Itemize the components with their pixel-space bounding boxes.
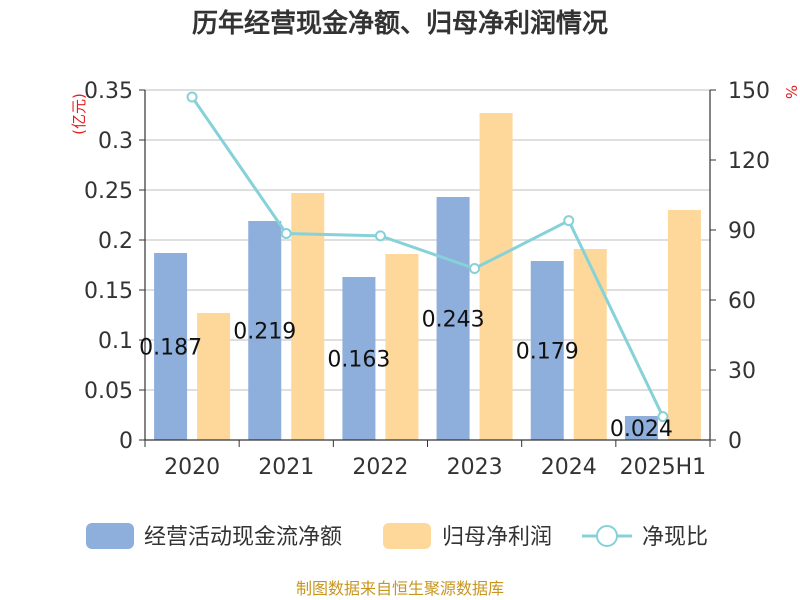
ratio-point <box>374 230 386 242</box>
legend-marker-ratio <box>596 525 618 547</box>
left-tick-label: 0.35 <box>84 79 133 104</box>
bar-net-profit <box>197 313 231 440</box>
ratio-line <box>186 91 669 423</box>
right-tick-label: 60 <box>728 289 756 314</box>
right-tick-label: 150 <box>728 79 770 104</box>
x-tick-label: 2022 <box>352 455 408 480</box>
bar-net-profit <box>573 249 607 440</box>
right-axis-unit: % <box>782 85 800 99</box>
bar-operating-cash-flow <box>154 253 188 440</box>
bar-value-label: 0.219 <box>233 320 296 345</box>
bar-operating-cash-flow <box>436 197 470 440</box>
gridlines <box>145 89 710 391</box>
x-tick-label: 2024 <box>541 455 597 480</box>
legend: 经营活动现金流净额 归母净利润 净现比 <box>86 523 708 550</box>
bar-value-label: 0.179 <box>516 340 579 365</box>
x-tick-label: 2021 <box>258 455 314 480</box>
legend-label-operating-cash-flow: 经营活动现金流净额 <box>144 525 342 550</box>
left-tick-label: 0 <box>119 429 133 454</box>
bar-value-label: 0.243 <box>422 308 485 333</box>
x-tick-label: 2020 <box>164 455 220 480</box>
x-tick-label: 2025H1 <box>620 455 707 480</box>
bar-net-profit <box>291 193 325 440</box>
bar-operating-cash-flow <box>624 416 658 440</box>
ratio-point <box>280 228 292 239</box>
bar-value-label: 0.187 <box>139 336 202 361</box>
axes: 0 0.05 0.1 0.15 0.2 0.25 0.3 0.35 0 30 60 90 120 150 2… <box>84 79 770 480</box>
legend-label-net-profit: 归母净利润 <box>442 525 552 550</box>
bar-net-profit <box>479 113 513 440</box>
bar-labels: 0.187 0.219 0.163 0.243 0.179 0.024 <box>139 308 673 443</box>
legend-label-ratio: 净现比 <box>642 525 708 550</box>
right-tick-label: 120 <box>728 149 770 174</box>
ratio-line-path <box>190 96 665 418</box>
left-tick-label: 0.15 <box>84 279 133 304</box>
legend-swatch-net-profit <box>383 523 431 549</box>
left-tick-label: 0.1 <box>98 329 133 354</box>
chart-title: 历年经营现金净额、归母净利润情况 <box>192 8 608 39</box>
ratio-point <box>657 411 669 423</box>
right-tick-label: 90 <box>728 219 756 244</box>
bar-operating-cash-flow <box>342 277 376 440</box>
left-tick-label: 0.2 <box>98 229 133 254</box>
right-tick-label: 0 <box>728 429 742 454</box>
ratio-point <box>469 263 481 274</box>
bar-value-label: 0.163 <box>327 348 390 373</box>
right-tick-label: 30 <box>728 359 756 384</box>
source-footer: 制图数据来自恒生聚源数据库 <box>296 579 504 598</box>
ratio-point <box>563 215 575 227</box>
left-tick-label: 0.3 <box>98 129 133 154</box>
legend-swatch-operating-cash-flow <box>86 523 134 549</box>
left-tick-label: 0.05 <box>84 379 133 404</box>
left-tick-label: 0.25 <box>84 179 133 204</box>
bar-net-profit <box>667 210 701 440</box>
ratio-point <box>186 91 198 103</box>
bar-net-profit <box>385 254 419 440</box>
bar-operating-cash-flow <box>530 261 564 440</box>
left-axis-unit: (亿元) <box>70 93 88 135</box>
bars <box>154 113 701 440</box>
bar-operating-cash-flow <box>248 221 282 440</box>
x-tick-label: 2023 <box>447 455 503 480</box>
bar-value-label: 0.024 <box>610 417 673 442</box>
